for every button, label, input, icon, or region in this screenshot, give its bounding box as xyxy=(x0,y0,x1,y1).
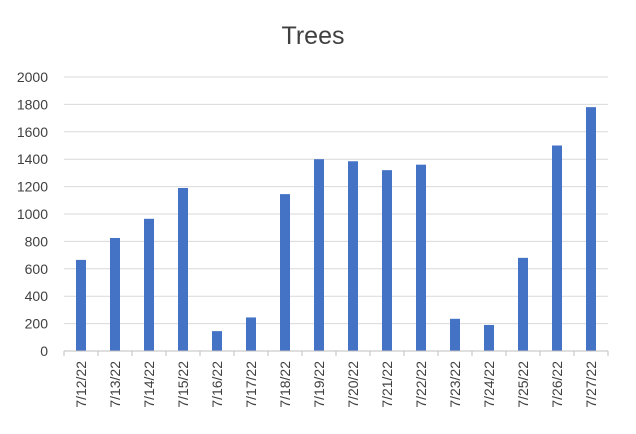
bar xyxy=(484,324,494,351)
y-tick-label: 1200 xyxy=(17,179,48,195)
x-tick-label: 7/16/22 xyxy=(209,361,225,408)
bar xyxy=(518,257,528,351)
x-tick-label: 7/23/22 xyxy=(447,361,463,408)
x-tick-label: 7/27/22 xyxy=(583,361,599,408)
y-tick-label: 1800 xyxy=(17,96,48,112)
bar xyxy=(314,159,324,351)
x-tick-label: 7/26/22 xyxy=(549,361,565,408)
x-tick-label: 7/22/22 xyxy=(413,361,429,408)
x-tick-label: 7/18/22 xyxy=(277,361,293,408)
x-tick-label: 7/13/22 xyxy=(107,361,123,408)
bar xyxy=(416,164,426,351)
bar xyxy=(552,145,562,351)
bar xyxy=(382,170,392,351)
x-tick-label: 7/21/22 xyxy=(379,361,395,408)
x-axis-ticks: 7/12/22 7/13/22 7/14/22 7/15/22 7/16/22 7/17/… xyxy=(73,361,599,408)
chart-title: Trees xyxy=(282,22,345,50)
x-tick-label: 7/19/22 xyxy=(311,361,327,408)
y-tick-label: 1600 xyxy=(17,124,48,140)
bar xyxy=(246,317,256,351)
bar xyxy=(178,187,188,351)
bar xyxy=(212,331,222,351)
bar xyxy=(586,107,596,351)
y-tick-label: 800 xyxy=(25,233,49,249)
y-tick-label: 0 xyxy=(40,343,48,359)
x-tick-label: 7/14/22 xyxy=(141,361,157,408)
x-tick-label: 7/12/22 xyxy=(73,361,89,408)
y-tick-label: 1400 xyxy=(17,151,48,167)
bars xyxy=(76,107,596,351)
x-tick-label: 7/20/22 xyxy=(345,361,361,408)
x-tick-label: 7/24/22 xyxy=(481,361,497,408)
y-tick-label: 1000 xyxy=(17,206,48,222)
y-axis-ticks: 0 200 400 600 800 1000 1200 1400 1600 1800 2000 xyxy=(17,69,48,359)
x-axis xyxy=(63,350,609,356)
bar xyxy=(348,161,358,351)
x-tick-label: 7/15/22 xyxy=(175,361,191,408)
y-tick-label: 600 xyxy=(25,261,49,277)
bar xyxy=(76,259,86,351)
x-tick-label: 7/25/22 xyxy=(515,361,531,408)
y-tick-label: 200 xyxy=(25,316,49,332)
bar xyxy=(110,237,120,351)
bar xyxy=(144,218,154,351)
bar xyxy=(450,318,460,351)
bar xyxy=(280,194,290,351)
gridlines xyxy=(64,76,608,325)
y-tick-label: 2000 xyxy=(17,69,48,85)
y-tick-label: 400 xyxy=(25,288,49,304)
x-tick-label: 7/17/22 xyxy=(243,361,259,408)
